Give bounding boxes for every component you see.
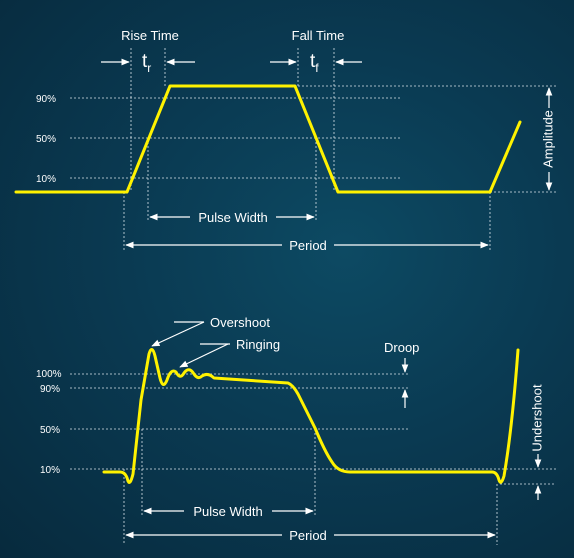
pulse-width-label-bottom: Pulse Width — [193, 504, 262, 519]
real-pulse-waveform — [102, 348, 520, 484]
level-100-label-bottom: 100% — [36, 369, 62, 380]
level-90-label-bottom: 90% — [40, 384, 60, 395]
droop-label: Droop — [384, 340, 419, 355]
level-50-label-top: 50% — [36, 134, 56, 145]
real-pulse-diagram: Overshoot Ringing Droop 100% 90% 50% 10%… — [36, 315, 556, 545]
level-50-label-bottom: 50% — [40, 425, 60, 436]
ideal-pulse-waveform — [14, 84, 522, 194]
ideal-pulse-diagram: Rise Time Fall Time tr tf 90% 50% 10% Am… — [14, 28, 556, 253]
overshoot-arrow — [151, 321, 205, 347]
level-10-label-bottom: 10% — [40, 465, 60, 476]
fall-time-label: Fall Time — [292, 28, 345, 43]
ringing-arrow — [179, 343, 229, 368]
amplitude-label: Amplitude — [540, 110, 555, 168]
overshoot-label: Overshoot — [210, 315, 270, 330]
level-10-label-top: 10% — [36, 174, 56, 185]
ringing-label: Ringing — [236, 337, 280, 352]
undershoot-label: Undershoot — [529, 384, 544, 452]
tf-symbol: tf — [310, 51, 319, 75]
tr-symbol: tr — [142, 51, 151, 75]
period-label-bottom: Period — [289, 528, 327, 543]
rise-time-label: Rise Time — [121, 28, 179, 43]
pulse-width-label-top: Pulse Width — [198, 210, 267, 225]
level-90-label-top: 90% — [36, 94, 56, 105]
period-label-top: Period — [289, 238, 327, 253]
